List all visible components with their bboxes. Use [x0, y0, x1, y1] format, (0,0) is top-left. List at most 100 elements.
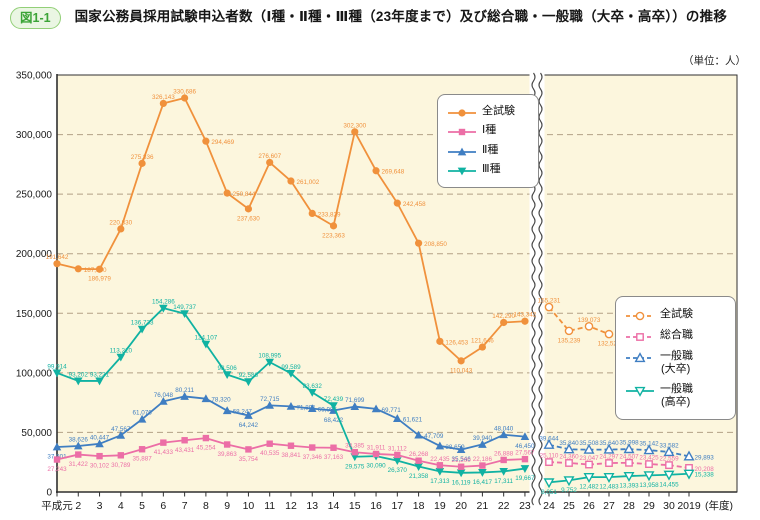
- data-point-label: 12,482: [579, 484, 599, 491]
- data-point-marker: [683, 469, 695, 480]
- data-point-label: 113,210: [110, 348, 133, 355]
- data-point-label: 68,422: [324, 417, 344, 424]
- legend-item-new-3: 一般職 (高卒): [625, 383, 726, 409]
- data-point-label: 23,425: [639, 455, 659, 462]
- data-point-label: 29,575: [345, 463, 365, 470]
- data-point-label: 26,888: [494, 450, 514, 457]
- data-point-label: 46,450: [515, 443, 535, 450]
- data-point-label: 37,346: [303, 454, 323, 461]
- data-point-label: 124,107: [195, 335, 218, 342]
- data-point-marker: [605, 459, 613, 467]
- data-point-marker: [436, 337, 444, 345]
- legend-heisei-series: 全試験 Ⅰ種 Ⅱ種 Ⅲ種: [437, 94, 539, 188]
- series-markers: [53, 434, 529, 470]
- legend-item-label: 総合職: [660, 328, 693, 341]
- data-point-label: 155,231: [538, 298, 561, 305]
- data-point-label: 16,417: [473, 479, 493, 486]
- legend-item-label: 全試験: [482, 104, 515, 117]
- data-point-label: 20,208: [695, 466, 715, 473]
- data-point-label: 220,830: [109, 219, 132, 226]
- data-point-marker: [309, 444, 316, 451]
- series-markers: [543, 438, 695, 461]
- y-tick-label: 300,000: [16, 130, 53, 141]
- data-point-marker: [456, 469, 466, 478]
- y-tick-label: 250,000: [16, 190, 53, 201]
- data-point-marker: [244, 378, 253, 387]
- data-point-label: 143,342: [514, 312, 537, 319]
- data-point-label: 35,887: [132, 456, 152, 463]
- data-point-marker: [603, 443, 615, 454]
- legend-item-heisei-1: Ⅰ種: [447, 124, 529, 138]
- legend-item-new-2: 一般職 (大卒): [625, 350, 726, 376]
- data-point-marker: [266, 158, 274, 167]
- data-point-label: 30,789: [111, 462, 131, 469]
- data-point-marker: [435, 441, 445, 450]
- legend-sample: [626, 351, 654, 362]
- data-point-marker: [563, 476, 575, 487]
- data-point-label: 69,771: [382, 407, 402, 414]
- data-point-label: 27,243: [47, 466, 67, 473]
- data-point-marker: [117, 452, 125, 459]
- data-point-label: 71,699: [345, 397, 365, 404]
- data-point-marker: [436, 462, 444, 469]
- series-value-labels: 8,051 9,752 12,482 12,483 13,393 13,958 14,455…: [541, 472, 714, 496]
- gridlines: [57, 134, 737, 433]
- data-point-marker: [564, 326, 574, 336]
- data-point-label: 92,586: [239, 372, 259, 379]
- legend-item-label: 一般職 (高卒): [660, 382, 693, 408]
- data-point-label: 39,863: [218, 451, 238, 458]
- y-tick-label: 50,000: [21, 428, 52, 439]
- data-point-marker: [286, 401, 296, 410]
- data-point-label: 275,836: [131, 154, 154, 161]
- series-heisei-0: 191,642 187,340 186,979 220,830 275,836 326,1…: [46, 89, 537, 375]
- x-tick-label: 16: [370, 500, 382, 512]
- data-point-marker: [287, 177, 295, 185]
- data-point-label: 326,143: [152, 94, 175, 101]
- x-tick-label: 26: [583, 500, 595, 512]
- data-point-label: 142,290: [492, 313, 515, 320]
- data-point-marker: [499, 430, 508, 439]
- data-point-marker: [117, 225, 125, 233]
- data-point-marker: [394, 451, 401, 459]
- data-point-label: 35,142: [639, 441, 659, 448]
- data-point-marker: [137, 325, 147, 334]
- data-point-marker: [222, 371, 232, 380]
- legend-item-new-1: 総合職: [625, 329, 726, 343]
- data-point-marker: [96, 452, 103, 460]
- axis-break-wave: [538, 72, 543, 506]
- data-point-marker: [520, 432, 530, 441]
- data-point-marker: [53, 260, 61, 268]
- data-point-label: 276,607: [258, 153, 281, 160]
- x-tick-label: 2: [75, 500, 81, 512]
- data-point-marker: [457, 167, 467, 176]
- data-point-label: 191,642: [46, 254, 69, 261]
- legend-item-heisei-0: 全試験: [447, 105, 529, 119]
- data-point-marker: [244, 205, 253, 213]
- legend-sample: [448, 147, 476, 156]
- data-point-label: 30,090: [366, 463, 386, 470]
- data-point-marker: [435, 467, 445, 476]
- series-value-labels: 25,110 24,360 23,047 24,297 24,507 23,425 22,5…: [540, 453, 715, 473]
- data-point-marker: [265, 400, 274, 409]
- data-point-marker: [623, 443, 635, 454]
- data-point-marker: [604, 329, 614, 339]
- data-point-marker: [266, 440, 273, 447]
- data-point-label: 108,995: [258, 353, 281, 360]
- data-point-label: 126,453: [445, 339, 468, 346]
- data-point-marker: [478, 469, 487, 477]
- data-point-marker: [350, 402, 360, 410]
- data-point-label: 61,621: [403, 417, 423, 424]
- series-markers: [545, 458, 693, 472]
- data-point-label: 17,313: [430, 478, 450, 485]
- data-point-marker: [201, 394, 211, 403]
- data-point-label: 43,431: [175, 447, 195, 454]
- data-point-marker: [545, 458, 553, 466]
- data-point-marker: [544, 302, 554, 312]
- data-point-label: 242,458: [403, 201, 426, 208]
- x-tick-label: 10: [243, 500, 255, 512]
- data-point-label: 135,239: [558, 337, 581, 344]
- data-point-label: 16,119: [452, 479, 471, 486]
